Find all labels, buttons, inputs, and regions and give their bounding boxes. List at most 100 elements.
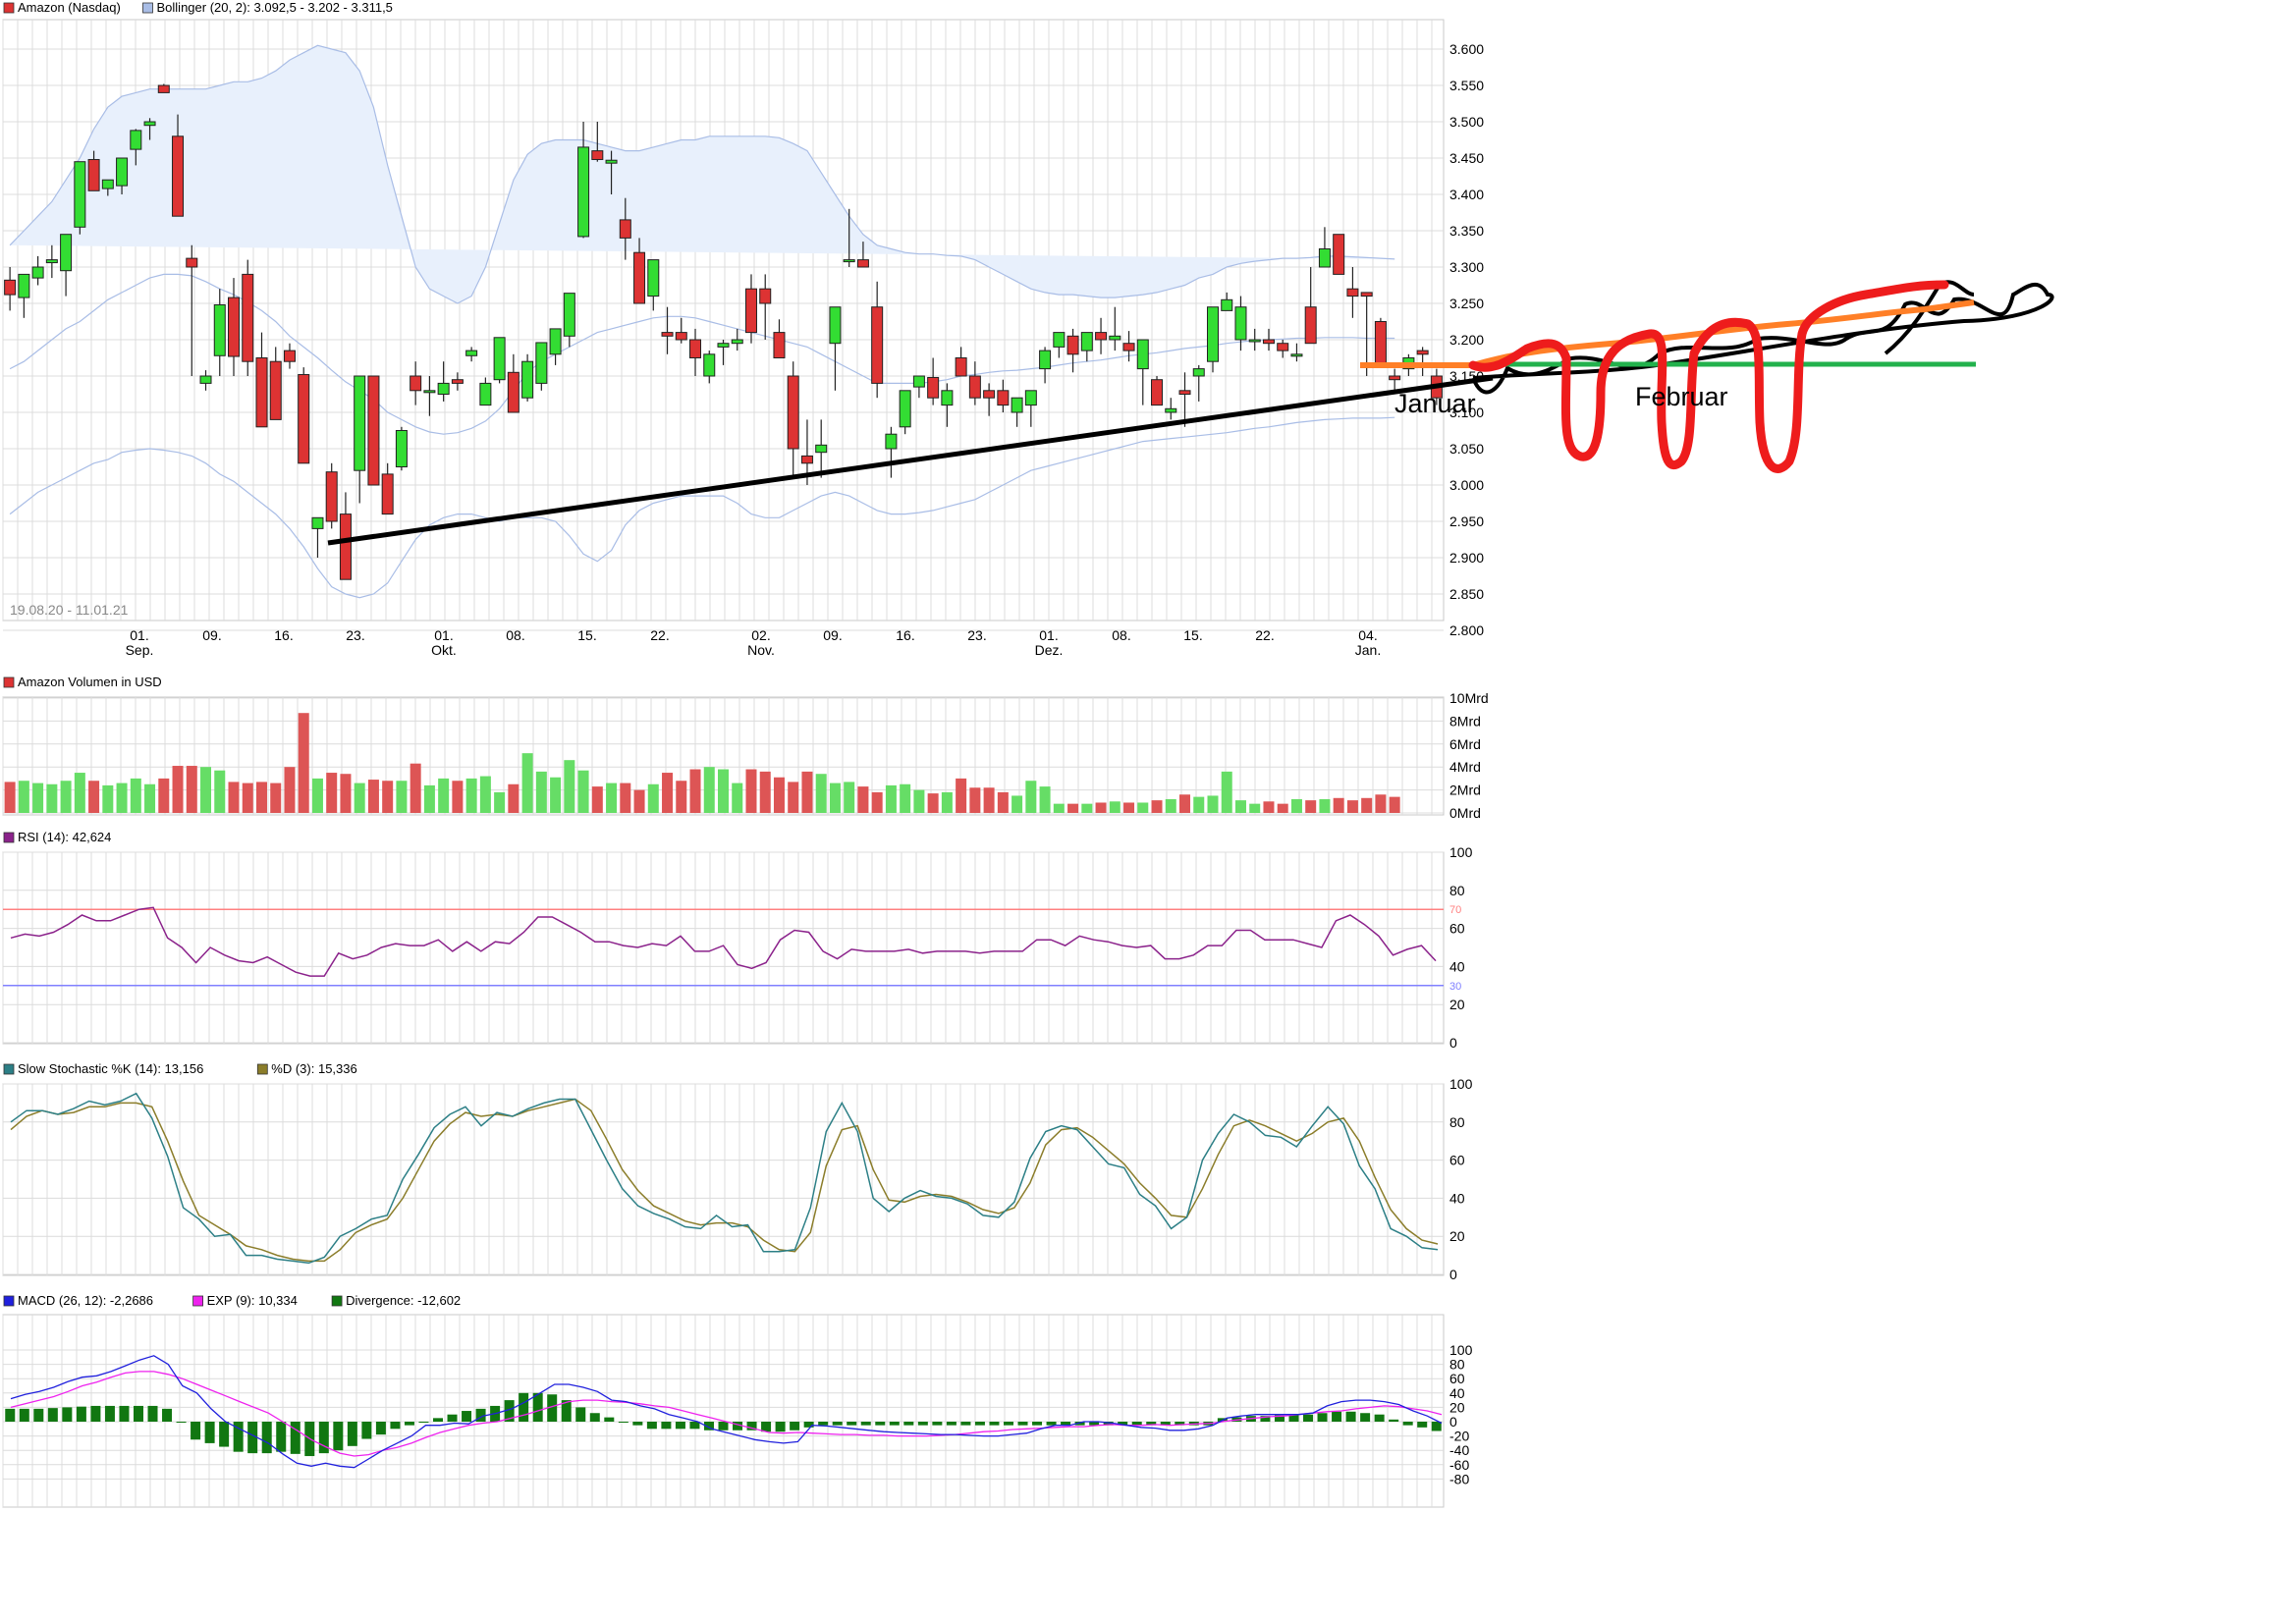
candle-body <box>955 357 967 377</box>
volume-bar <box>102 784 114 813</box>
divergence-bar <box>646 1422 657 1430</box>
divergence-bar <box>347 1422 357 1446</box>
divergence-bar <box>219 1422 230 1447</box>
divergence-bar <box>47 1408 58 1422</box>
volume-bar <box>1179 794 1191 813</box>
candle-body <box>1178 390 1191 395</box>
candle-body <box>451 379 464 384</box>
bollinger-middle-line <box>9 273 1395 435</box>
divergence-bar <box>390 1422 401 1430</box>
macd-legend-label: Divergence: -12,602 <box>346 1293 461 1308</box>
price-y-tick-label: 3.050 <box>1449 441 1484 457</box>
divergence-bar <box>946 1422 957 1426</box>
volume-y-tick-label: 6Mrd <box>1449 736 1481 752</box>
divergence-bar <box>917 1422 928 1426</box>
volume-bar <box>18 781 29 813</box>
candle-body <box>1066 335 1079 355</box>
candle-body <box>1206 306 1219 362</box>
divergence-bar <box>746 1422 757 1431</box>
candle-body <box>1024 390 1037 406</box>
candle-body <box>311 516 324 529</box>
x-tick-day: 09. <box>823 627 842 643</box>
divergence-bar <box>33 1408 44 1422</box>
stoch-y-tick-label: 0 <box>1449 1267 1457 1282</box>
x-tick-day: 16. <box>274 627 293 643</box>
candle-body <box>605 159 618 164</box>
candle-body <box>423 390 436 394</box>
divergence-bar <box>1160 1422 1171 1426</box>
x-tick-day: 01. <box>434 627 453 643</box>
divergence-bar <box>618 1422 629 1423</box>
volume-bar <box>718 769 729 813</box>
x-tick-month: Nov. <box>747 642 775 658</box>
divergence-bar <box>1402 1422 1413 1426</box>
x-tick-day: 08. <box>1112 627 1130 643</box>
volume-bar <box>521 753 533 813</box>
divergence-bar <box>276 1422 287 1452</box>
divergence-bar <box>361 1422 372 1439</box>
candle-body <box>507 371 519 413</box>
price-y-tick-label: 3.500 <box>1449 114 1484 130</box>
x-tick-day: 23. <box>967 627 986 643</box>
price-legend-swatch <box>142 2 153 14</box>
volume-bar <box>1249 803 1261 813</box>
volume-bar <box>354 783 365 813</box>
candle-body <box>800 455 813 464</box>
price-y-tick-label: 2.850 <box>1449 586 1484 602</box>
stoch-legend-label: Slow Stochastic %K (14): 13,156 <box>18 1061 203 1076</box>
macd-legend-label: EXP (9): 10,334 <box>207 1293 298 1308</box>
volume-y-tick-label: 8Mrd <box>1449 713 1481 729</box>
volume-bar <box>242 783 253 813</box>
exp-line <box>10 1371 1443 1457</box>
candle-body <box>983 390 996 399</box>
candle-body <box>325 471 338 522</box>
volume-bar <box>1053 803 1065 813</box>
volume-bar <box>1263 801 1275 813</box>
divergence-bar <box>519 1392 529 1422</box>
candle-body <box>1248 339 1261 343</box>
volume-y-tick-label: 2Mrd <box>1449 783 1481 798</box>
candle-body <box>1374 321 1387 366</box>
rsi-legend-label: RSI (14): 42,624 <box>18 830 111 844</box>
volume-bar <box>620 783 631 813</box>
candle-body <box>927 376 940 399</box>
x-tick-day: 02. <box>751 627 770 643</box>
divergence-bar <box>147 1405 158 1422</box>
candle-body <box>493 337 506 381</box>
stochastic-panel: 100 80 60 40 20 0 Slow Stochastic %K (14): 13,… <box>2 1061 1473 1282</box>
candle-body <box>1136 339 1149 370</box>
candle-body <box>18 273 30 298</box>
volume-bar <box>311 778 323 813</box>
price-y-tick-label: 2.900 <box>1449 550 1484 566</box>
x-tick-day: 16. <box>896 627 914 643</box>
candle-body <box>255 357 268 428</box>
volume-bar <box>1095 802 1107 813</box>
stoch-k-line <box>10 1092 1439 1265</box>
candle-body <box>633 251 646 304</box>
divergence-bar <box>447 1414 458 1422</box>
candle-body <box>521 360 534 399</box>
volume-y-tick-label: 0Mrd <box>1449 805 1481 821</box>
macd-y-tick-label: 20 <box>1449 1399 1465 1415</box>
volume-bar <box>1081 803 1093 813</box>
candle-body <box>1346 288 1359 297</box>
price-panel: 3.600 3.550 3.500 3.450 3.400 3.350 3.300 3.250… <box>2 0 1484 638</box>
divergence-bar <box>233 1422 244 1452</box>
bollinger-upper-line <box>9 44 1395 304</box>
divergence-bar <box>76 1406 86 1422</box>
volume-bar <box>844 782 855 813</box>
volume-bar <box>74 773 85 813</box>
divergence-bar <box>62 1407 73 1422</box>
x-tick-month: Dez. <box>1035 642 1064 658</box>
volume-bar <box>703 767 715 813</box>
volume-bar <box>382 781 394 813</box>
divergence-bar <box>504 1400 515 1422</box>
volume-bar <box>144 783 156 813</box>
volume-bar <box>130 778 141 813</box>
volume-bar <box>270 783 282 813</box>
candle-body <box>717 343 730 348</box>
rsi-y-tick-label: 0 <box>1449 1035 1457 1051</box>
volume-bar <box>913 789 925 813</box>
volume-bar <box>1123 802 1135 813</box>
divergence-bar <box>247 1422 258 1454</box>
